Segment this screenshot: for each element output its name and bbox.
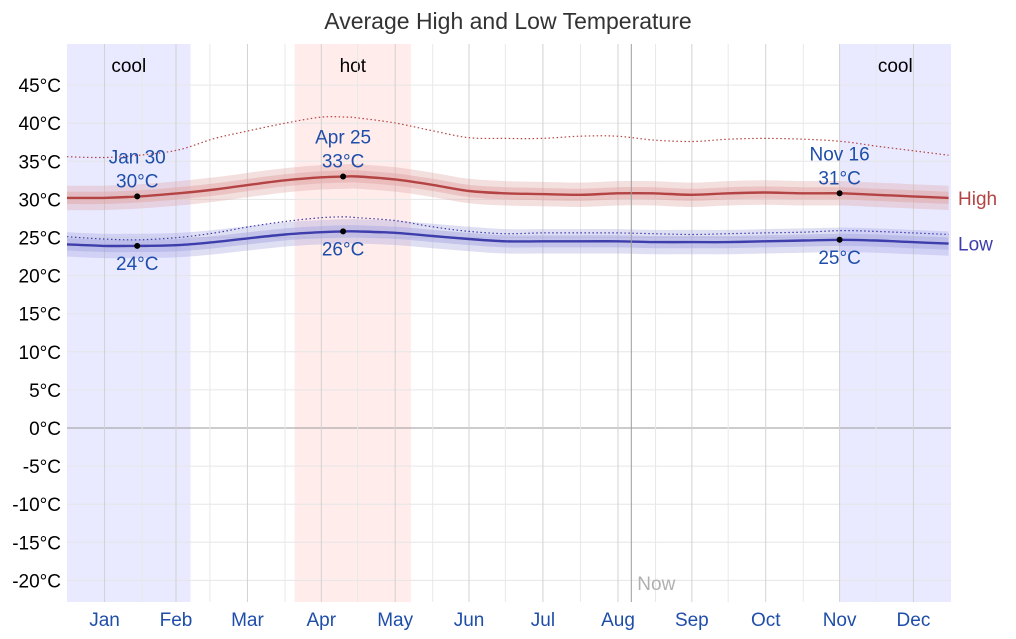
season-band-cool [67, 44, 191, 602]
x-tick-label: May [377, 610, 413, 631]
season-band-label: cool [878, 56, 913, 77]
annotation-date: Apr 25 [315, 128, 371, 149]
now-label: Now [637, 574, 675, 595]
annotation-value: 30°C [116, 171, 158, 192]
x-tick-label: Jun [454, 610, 485, 631]
y-tick-label: 5°C [29, 381, 61, 402]
x-tick-label: Nov [823, 610, 857, 631]
annotation-value: 26°C [322, 239, 364, 260]
low-line [66, 230, 949, 248]
high-extreme-line [66, 116, 949, 159]
annotation-value: 25°C [818, 248, 860, 269]
high-range-band [67, 170, 949, 205]
annotation-value: 31°C [818, 168, 860, 189]
grid [67, 44, 951, 602]
y-tick-label: 25°C [19, 229, 61, 250]
y-tick-label: 35°C [19, 152, 61, 173]
series-lines [66, 175, 949, 248]
x-tick-label: Oct [751, 610, 781, 631]
x-tick-label: Apr [307, 610, 337, 631]
y-tick-label: 15°C [19, 305, 61, 326]
y-tick-label: -5°C [23, 457, 61, 478]
y-tick-label: 45°C [19, 76, 61, 97]
x-tick-label: Mar [231, 610, 264, 631]
y-tick-label: -15°C [12, 533, 61, 554]
annotation-date: Jan 30 [109, 147, 166, 168]
season-bands: cool hot cool [67, 44, 951, 602]
y-tick-label: -10°C [12, 495, 61, 516]
season-band-label: hot [340, 56, 367, 77]
annotation-value: 24°C [116, 254, 158, 275]
annotations: 30°C Jan 30 33°C Apr 25 31°C Nov 16 24°C 26°C 25… [109, 128, 870, 275]
x-tick-label: Sep [675, 610, 709, 631]
season-band-hot [294, 44, 411, 602]
y-tick-label: 30°C [19, 190, 61, 211]
high-line [66, 175, 949, 200]
legend-high: High [958, 189, 997, 210]
annotation-point [134, 193, 141, 200]
series-range-bands [67, 164, 949, 259]
season-band-cool [839, 44, 951, 602]
annotation-date: Nov 16 [809, 144, 869, 165]
y-tick-label: 10°C [19, 343, 61, 364]
x-tick-label: Jul [531, 610, 555, 631]
annotation-point [836, 190, 843, 197]
now-marker: Now [630, 44, 676, 602]
x-tick-label: Jan [89, 610, 120, 631]
annotation-point [836, 236, 843, 243]
annotation-point [340, 228, 347, 235]
y-tick-label: 40°C [19, 114, 61, 135]
low-range-band [67, 219, 949, 259]
y-tick-label: 0°C [29, 419, 61, 440]
y-tick-label: 20°C [19, 267, 61, 288]
annotation-point [340, 173, 347, 180]
season-band-label: cool [111, 56, 146, 77]
x-tick-label: Dec [897, 610, 931, 631]
low-range-band [67, 225, 949, 253]
legend-low: Low [958, 235, 993, 256]
series-extreme-lines [66, 116, 949, 241]
x-tick-label: Aug [601, 610, 635, 631]
x-tick-label: Feb [160, 610, 193, 631]
legend: High Low [958, 189, 997, 256]
annotation-point [134, 242, 141, 249]
chart-title: Average High and Low Temperature [324, 8, 691, 34]
annotation-value: 33°C [322, 152, 364, 173]
axes: 45°C 40°C 35°C 30°C 25°C 20°C 15°C 10°C 5°C 0°C -5… [12, 76, 930, 631]
y-tick-label: -20°C [12, 571, 61, 592]
high-range-band [67, 164, 949, 211]
